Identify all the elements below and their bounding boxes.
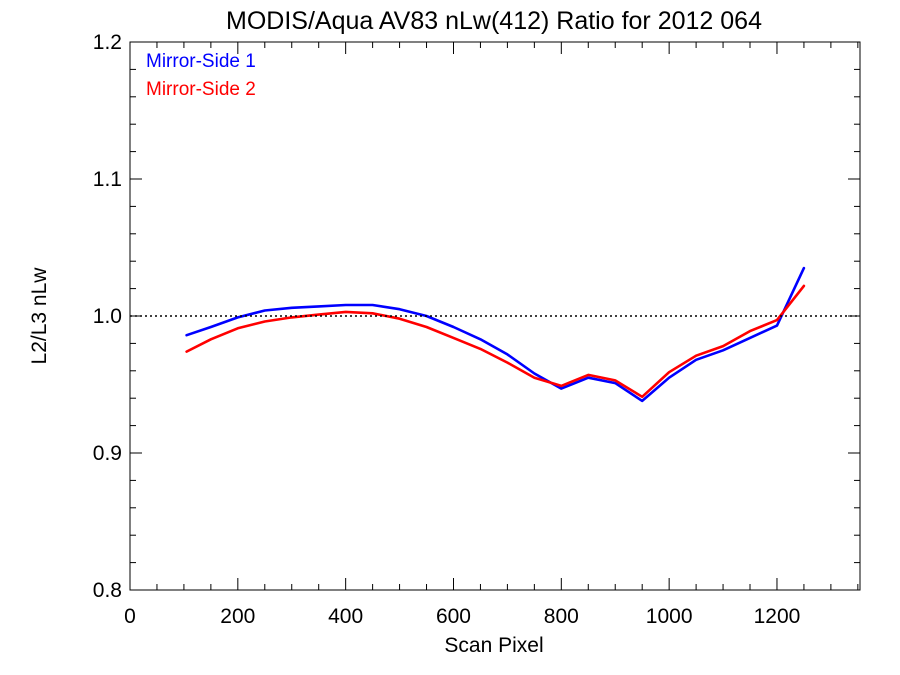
data-point-s1-300: [290, 306, 293, 309]
data-point-s1-1050: [695, 358, 698, 361]
data-point-s1-450: [371, 304, 374, 306]
legend-label-mirror-side-1: Mirror-Side 1: [146, 51, 256, 72]
x-tick-label-1200: 1200: [754, 605, 801, 628]
data-point-s2-550: [425, 326, 428, 328]
data-lines: [185, 266, 806, 403]
data-point-s2-450: [371, 312, 374, 315]
x-tick-label-800: 800: [544, 605, 579, 628]
data-point-s1-800: [560, 387, 563, 390]
y-tick-label-0.8: 0.8: [93, 579, 122, 602]
data-point-s1-1100: [722, 349, 724, 352]
data-point-s2-700: [506, 361, 509, 364]
data-point-s1-500: [398, 308, 401, 311]
tick-labels: 0 200 400 600 800 1000 1200 0.8 0.9 1.0 1.1 1.2: [93, 31, 801, 628]
data-point-s1-150: [209, 326, 212, 328]
data-point-s2-1150: [749, 330, 751, 332]
data-point-s1-900: [614, 382, 617, 385]
legend-label-mirror-side-2: Mirror-Side 2: [146, 79, 256, 100]
data-point-s2-150: [209, 338, 212, 341]
data-point-s2-600: [452, 337, 455, 339]
data-point-s1-400: [344, 304, 347, 306]
y-tick-label-1.2: 1.2: [93, 31, 122, 54]
data-point-s2-400: [344, 310, 347, 313]
data-point-s2-1250: [803, 284, 805, 287]
data-point-s1-200: [236, 316, 239, 319]
axis-ticks: [129, 41, 860, 591]
data-point-s2-200: [236, 327, 239, 330]
data-point-s1-250: [263, 309, 266, 312]
data-point-s2-1050: [695, 354, 698, 357]
data-point-s1-650: [479, 338, 482, 341]
y-tick-label-1: 1.0: [93, 305, 122, 328]
data-point-s1-600: [452, 326, 455, 328]
data-point-s1-1200: [776, 324, 778, 327]
data-point-s2-300: [290, 316, 293, 319]
data-point-s1-950: [641, 400, 644, 402]
y-tick-label-0.9: 0.9: [93, 442, 122, 465]
data-point-s1-350: [317, 305, 320, 308]
data-point-s2-350: [317, 313, 320, 316]
data-point-s2-1100: [722, 345, 724, 348]
data-point-s1-850: [587, 376, 590, 379]
x-tick-label-400: 400: [328, 605, 363, 628]
series-line-1: [185, 266, 806, 403]
x-tick-label-200: 200: [220, 605, 255, 628]
data-point-s2-650: [479, 347, 482, 350]
y-tick-label-1.1: 1.1: [93, 168, 122, 191]
data-point-s2-750: [533, 376, 536, 379]
data-point-s2-950: [641, 395, 644, 398]
data-point-s2-500: [398, 317, 401, 320]
data-point-s2-800: [560, 384, 563, 387]
x-tick-label-0: 0: [124, 605, 136, 628]
data-point-s2-250: [263, 320, 266, 323]
y-axis-label: L2/L3 nLw: [28, 267, 51, 365]
data-point-s1-700: [506, 353, 509, 356]
data-point-s2-1000: [668, 371, 671, 374]
data-point-s1-1150: [749, 337, 751, 339]
data-point-s1-1000: [668, 376, 671, 379]
data-point-s2-105: [185, 350, 188, 353]
x-tick-label-600: 600: [436, 605, 471, 628]
data-point-s1-750: [533, 372, 536, 375]
x-tick-label-1000: 1000: [646, 605, 693, 628]
data-point-s2-900: [614, 379, 617, 382]
series-line-2: [185, 284, 806, 399]
x-axis-label: Scan Pixel: [444, 634, 543, 657]
data-point-s1-105: [185, 334, 188, 337]
data-point-s1-1250: [803, 267, 805, 269]
data-point-s2-850: [587, 374, 590, 376]
chart-title: MODIS/Aqua AV83 nLw(412) Ratio for 2012 …: [226, 7, 762, 35]
legend: Mirror-Side 1 Mirror-Side 2: [146, 51, 256, 100]
data-point-s2-1200: [776, 319, 778, 322]
